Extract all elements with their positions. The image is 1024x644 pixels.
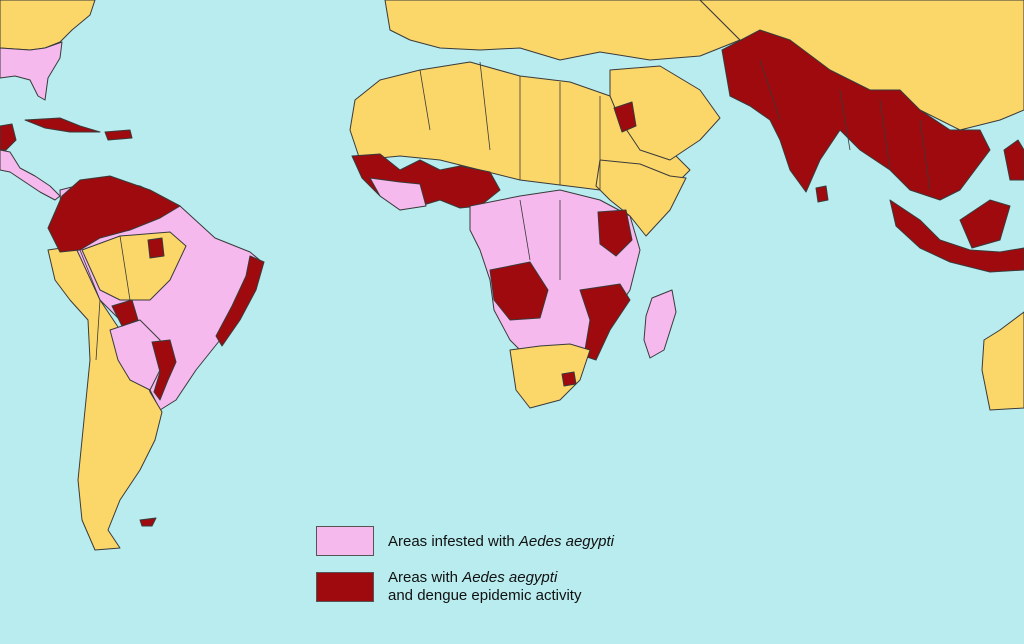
legend-infested-prefix: Areas infested with xyxy=(388,533,519,550)
region-south-africa xyxy=(509,343,591,409)
region-horn-of-africa xyxy=(595,159,687,237)
region-philippines xyxy=(1003,139,1024,181)
region-central-america xyxy=(0,149,61,201)
region-indonesia xyxy=(889,199,1024,273)
region-angola xyxy=(489,261,549,321)
region-north-america xyxy=(0,0,96,51)
legend-label-epidemic: Areas with Aedes aegypti and dengue epide… xyxy=(388,569,581,605)
legend-label-infested: Areas infested with Aedes aegypti xyxy=(388,533,614,551)
region-sri-lanka xyxy=(815,185,829,203)
legend-epidemic-prefix: Areas with xyxy=(388,569,463,586)
legend-epidemic-line2: and dengue epidemic activity xyxy=(388,587,582,604)
region-venezuela-colombia xyxy=(47,175,181,253)
border-lines-asia xyxy=(759,59,931,191)
region-falklands xyxy=(139,517,157,527)
region-australia xyxy=(981,311,1024,411)
legend-swatch-epidemic xyxy=(316,572,374,602)
region-mozambique xyxy=(579,283,631,361)
border-lines-africa xyxy=(419,61,601,280)
region-brazil-center xyxy=(111,299,139,327)
region-europe xyxy=(384,0,741,61)
border-lines-south-america xyxy=(79,235,131,361)
region-south-africa-epidemic xyxy=(561,371,577,387)
region-madagascar xyxy=(643,289,677,359)
region-brazil-north xyxy=(147,237,165,259)
region-southeast-us xyxy=(0,41,63,101)
region-mexico-gulf xyxy=(0,123,17,151)
region-cuba xyxy=(24,117,101,133)
region-paraguay-river xyxy=(151,339,177,401)
region-hispaniola xyxy=(104,129,133,141)
world-map: Areas infested with Aedes aegypti Areas … xyxy=(0,0,1024,605)
legend-infested-species: Aedes aegypti xyxy=(518,533,614,550)
region-borneo xyxy=(959,199,1011,249)
region-south-asia xyxy=(721,29,991,201)
region-brazil-coast xyxy=(215,255,265,347)
legend-epidemic-species: Aedes aegypti xyxy=(462,569,558,586)
region-bolivia-paraguay xyxy=(109,319,161,391)
region-saudi-epidemic xyxy=(613,101,637,133)
region-east-africa-epidemic xyxy=(597,209,633,257)
map-canvas xyxy=(0,0,1024,551)
region-west-africa-pink xyxy=(369,177,427,211)
legend-swatch-infested xyxy=(316,526,374,556)
